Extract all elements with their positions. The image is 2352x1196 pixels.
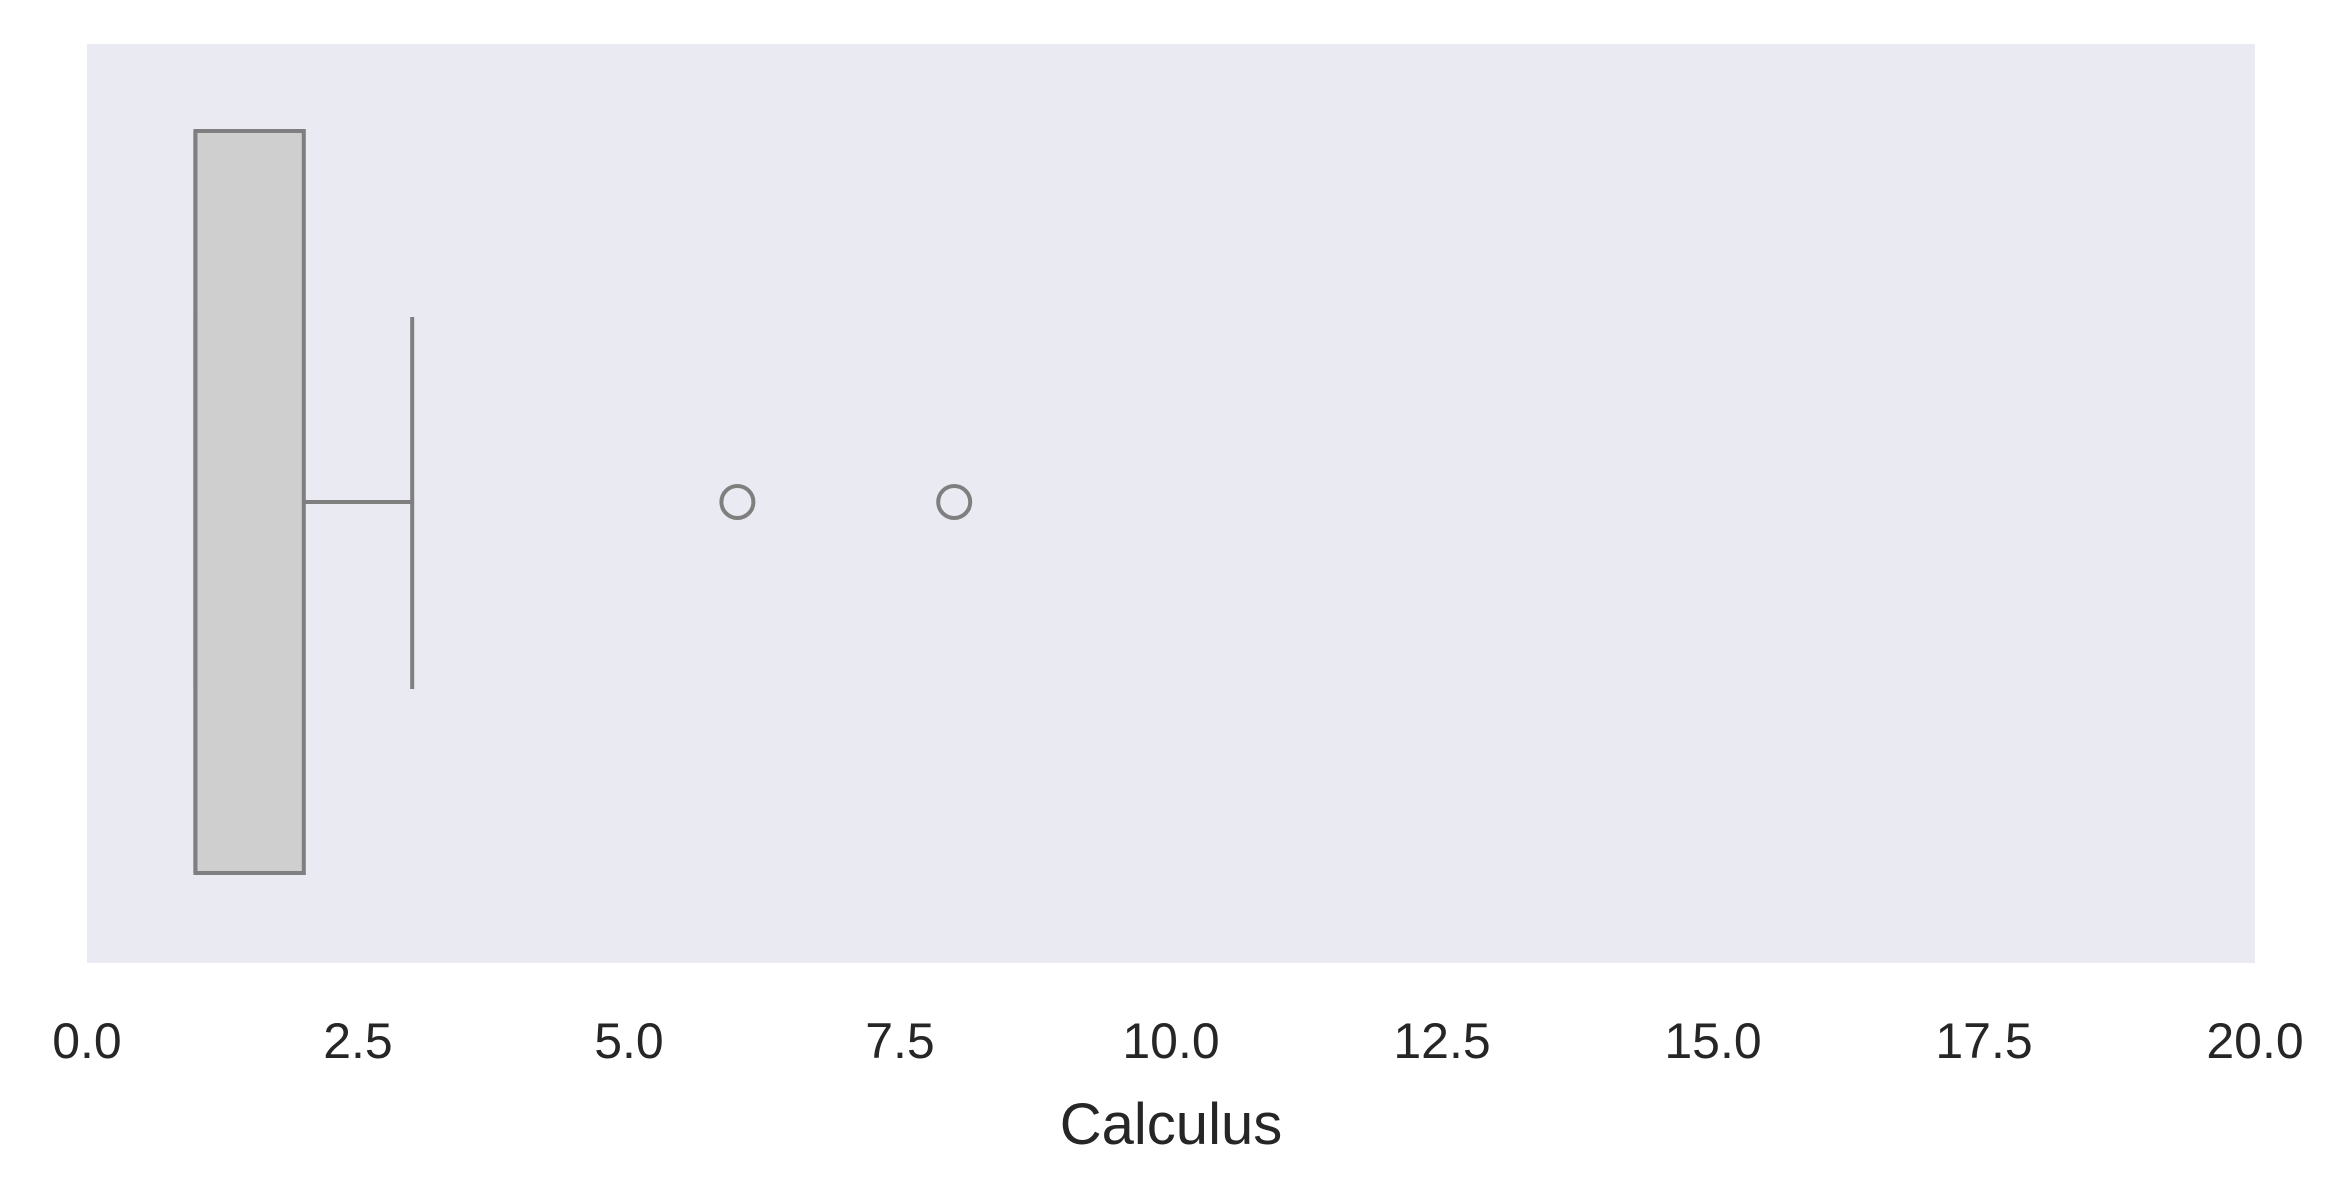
- x-tick-label: 20.0: [2206, 1013, 2303, 1069]
- box-plot: [193, 129, 415, 875]
- x-tick-label: 0.0: [52, 1013, 122, 1069]
- x-tick-label: 2.5: [323, 1013, 393, 1069]
- x-axis-label: Calculus: [1060, 1092, 1282, 1157]
- outlier-point: [719, 484, 756, 520]
- x-tick-label: 12.5: [1393, 1013, 1490, 1069]
- x-tick-label: 15.0: [1664, 1013, 1761, 1069]
- plot-area: [87, 44, 2255, 963]
- x-tick-label: 10.0: [1122, 1013, 1219, 1069]
- x-tick-label: 17.5: [1935, 1013, 2032, 1069]
- x-tick-label: 7.5: [865, 1013, 935, 1069]
- iqr-box: [193, 129, 306, 875]
- x-axis-ticks: 0.0 2.5 5.0 7.5 10.0 12.5 15.0 17.5 20.0: [52, 1013, 2303, 1069]
- x-tick-label: 5.0: [594, 1013, 664, 1069]
- outliers: [719, 484, 973, 520]
- outlier-point: [936, 484, 973, 520]
